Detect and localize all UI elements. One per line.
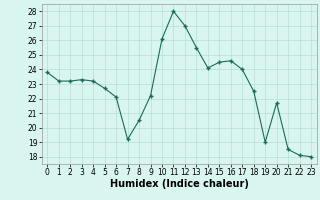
- X-axis label: Humidex (Indice chaleur): Humidex (Indice chaleur): [110, 179, 249, 189]
